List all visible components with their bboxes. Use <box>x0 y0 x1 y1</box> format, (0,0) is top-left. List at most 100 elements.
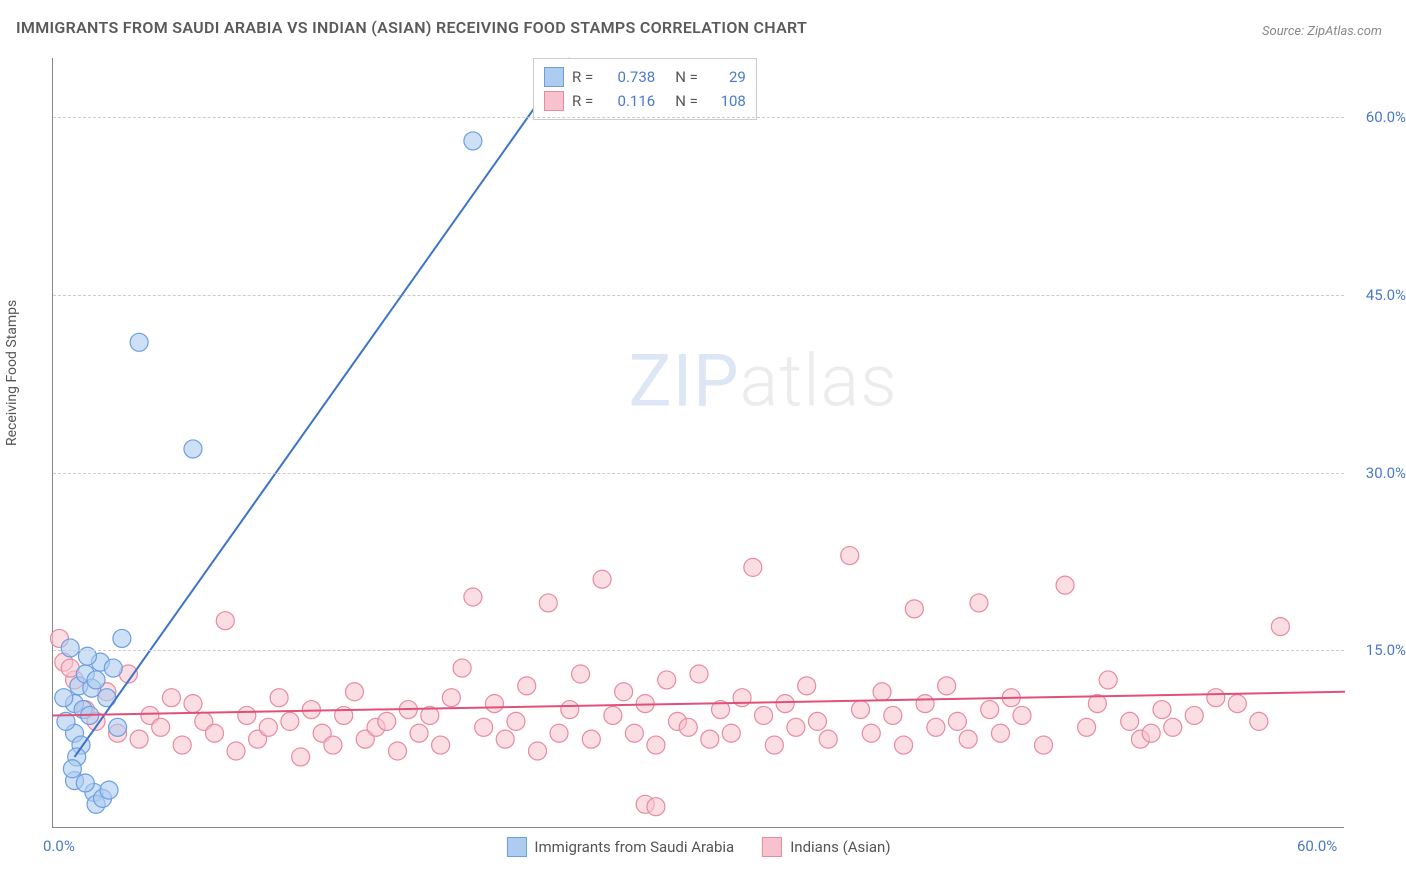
data-point-indian <box>550 724 568 742</box>
legend-swatch-icon <box>762 837 782 857</box>
data-point-indian <box>529 742 547 760</box>
legend-r-value: 0.738 <box>605 68 655 86</box>
data-point-indian <box>259 718 277 736</box>
data-point-indian <box>173 736 191 754</box>
data-point-indian <box>507 712 525 730</box>
data-point-indian <box>895 736 913 754</box>
data-point-indian <box>808 712 826 730</box>
data-point-indian <box>453 659 471 677</box>
data-point-indian <box>701 730 719 748</box>
y-axis-label: Receiving Food Stamps <box>4 300 20 446</box>
legend-n-label: N = <box>675 68 698 86</box>
data-point-indian <box>722 724 740 742</box>
data-point-indian <box>582 730 600 748</box>
y-tick-label: 15.0% <box>1366 641 1406 659</box>
legend-n-label: N = <box>675 92 698 110</box>
data-point-indian <box>1142 724 1160 742</box>
data-point-indian <box>442 689 460 707</box>
data-point-indian <box>518 677 536 695</box>
trend-line-indian <box>53 692 1345 716</box>
data-point-indian <box>561 701 579 719</box>
data-point-indian <box>152 718 170 736</box>
y-tick-label: 30.0% <box>1366 464 1406 482</box>
data-point-saudi <box>464 132 482 150</box>
data-point-indian <box>776 695 794 713</box>
data-point-indian <box>485 695 503 713</box>
data-point-saudi <box>184 440 202 458</box>
data-point-indian <box>981 701 999 719</box>
gridline <box>53 117 1344 118</box>
data-point-saudi <box>113 629 131 647</box>
data-point-indian <box>184 695 202 713</box>
y-tick-label: 45.0% <box>1366 286 1406 304</box>
data-point-indian <box>873 683 891 701</box>
data-point-indian <box>1121 712 1139 730</box>
chart-source: Source: ZipAtlas.com <box>1262 24 1382 39</box>
data-point-indian <box>302 701 320 719</box>
x-tick-label: 0.0% <box>43 837 75 855</box>
data-point-indian <box>496 730 514 748</box>
x-tick-label: 60.0% <box>1297 837 1337 855</box>
data-point-indian <box>345 683 363 701</box>
data-point-saudi <box>104 659 122 677</box>
bottom-legend-label: Immigrants from Saudi Arabia <box>534 838 734 856</box>
data-point-indian <box>787 718 805 736</box>
data-point-indian <box>1271 618 1289 636</box>
data-point-indian <box>938 677 956 695</box>
data-point-indian <box>884 706 902 724</box>
data-point-indian <box>1164 718 1182 736</box>
gridline <box>53 650 1344 651</box>
data-point-indian <box>927 718 945 736</box>
data-point-indian <box>604 706 622 724</box>
data-point-indian <box>625 724 643 742</box>
data-point-indian <box>1035 736 1053 754</box>
data-point-indian <box>679 718 697 736</box>
data-point-indian <box>647 736 665 754</box>
data-point-indian <box>216 612 234 630</box>
data-point-saudi <box>100 781 118 799</box>
data-point-indian <box>798 677 816 695</box>
data-point-indian <box>1099 671 1117 689</box>
chart-title: IMMIGRANTS FROM SAUDI ARABIA VS INDIAN (… <box>16 18 807 37</box>
data-point-indian <box>755 706 773 724</box>
data-point-indian <box>389 742 407 760</box>
gridline <box>53 295 1344 296</box>
data-point-indian <box>905 600 923 618</box>
data-point-indian <box>991 724 1009 742</box>
data-point-indian <box>658 671 676 689</box>
correlation-legend: R =0.738N =29R =0.116N =108 <box>533 58 757 120</box>
data-point-indian <box>819 730 837 748</box>
data-point-indian <box>1185 706 1203 724</box>
legend-swatch-icon <box>506 837 526 857</box>
data-point-saudi <box>55 689 73 707</box>
data-point-indian <box>378 712 396 730</box>
data-point-indian <box>432 736 450 754</box>
data-point-indian <box>324 736 342 754</box>
data-point-indian <box>539 594 557 612</box>
data-point-indian <box>206 724 224 742</box>
legend-r-label: R = <box>572 68 593 86</box>
data-point-indian <box>852 701 870 719</box>
legend-n-value: 29 <box>710 68 746 86</box>
data-point-indian <box>464 588 482 606</box>
legend-r-value: 0.116 <box>605 92 655 110</box>
data-point-saudi <box>61 639 79 657</box>
data-point-indian <box>162 689 180 707</box>
data-point-saudi <box>130 333 148 351</box>
data-point-indian <box>593 570 611 588</box>
data-point-indian <box>572 665 590 683</box>
trend-line-saudi <box>75 58 570 757</box>
data-point-indian <box>292 748 310 766</box>
data-point-indian <box>690 665 708 683</box>
legend-row-indian: R =0.116N =108 <box>544 89 746 113</box>
bottom-legend-item-indian: Indians (Asian) <box>762 837 890 857</box>
data-point-indian <box>410 724 428 742</box>
bottom-legend-label: Indians (Asian) <box>790 838 890 856</box>
data-point-indian <box>765 736 783 754</box>
data-point-indian <box>744 558 762 576</box>
legend-n-value: 108 <box>710 92 746 110</box>
data-point-saudi <box>76 774 94 792</box>
data-point-saudi <box>87 671 105 689</box>
data-point-indian <box>227 742 245 760</box>
y-tick-label: 60.0% <box>1366 108 1406 126</box>
